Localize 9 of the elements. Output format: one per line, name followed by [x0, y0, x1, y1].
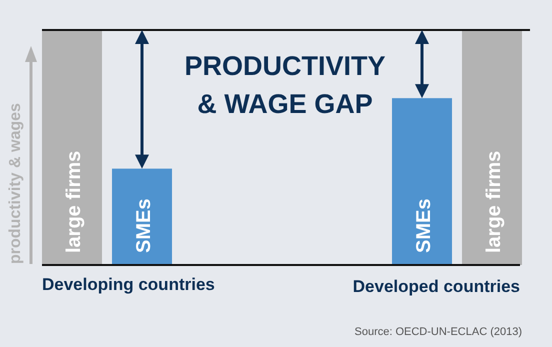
text: Developing countries: [42, 275, 215, 294]
y-axis-title: productivity & wages: [7, 102, 24, 264]
x-tick-label: large firms: [483, 150, 505, 253]
source-note: Source: OECD-UN-ECLAC (2013): [354, 326, 522, 338]
x-tick-label: SMEs: [133, 198, 155, 253]
text: Developed countries: [352, 277, 520, 296]
x-tick-label: SMEs: [413, 198, 435, 253]
text: PRODUCTIVITY & WAGE GAP: [184, 51, 386, 119]
x-tick-label: large firms: [63, 150, 85, 253]
